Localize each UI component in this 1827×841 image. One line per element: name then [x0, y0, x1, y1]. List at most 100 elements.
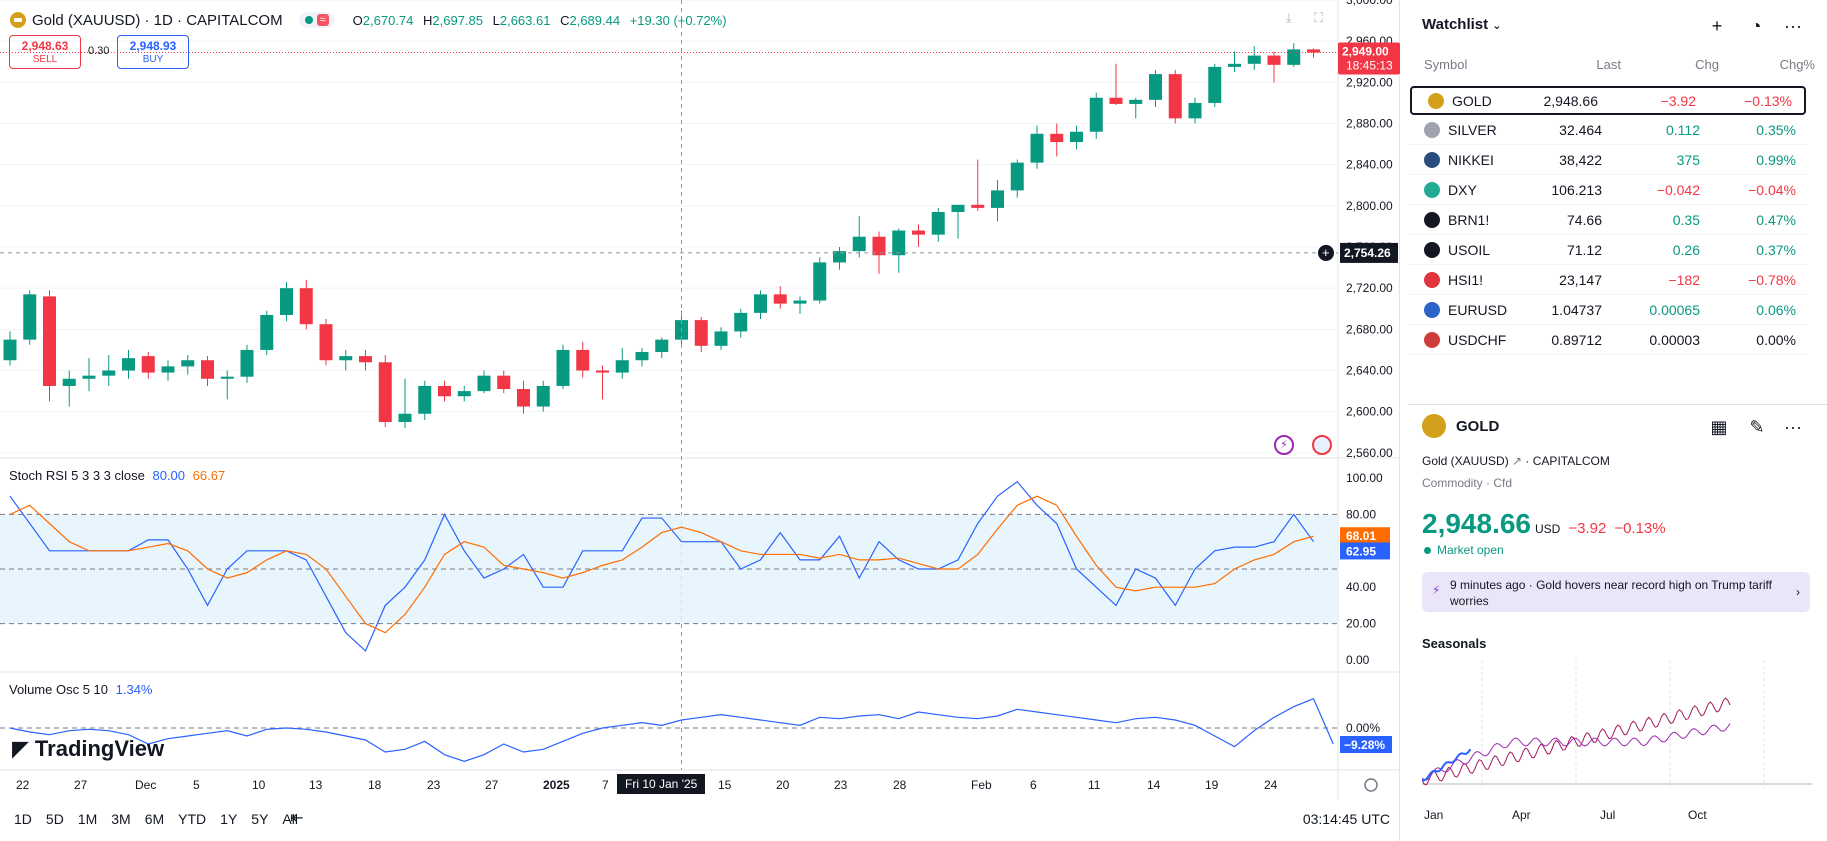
timeframe-bar: 1D 5D 1M 3M 6M YTD 1Y 5Y All ⇤ 03:14:45 UTC: [0, 800, 1400, 838]
watchlist-row[interactable]: USDCHF 0.89712 0.00003 0.00%: [1408, 326, 1808, 355]
grid-icon[interactable]: ▦: [1710, 416, 1728, 437]
seasonals-chart[interactable]: [1422, 660, 1812, 800]
watchlist-row[interactable]: USOIL 71.12 0.26 0.37%: [1408, 236, 1808, 265]
col-symbol[interactable]: Symbol: [1424, 57, 1468, 72]
date-range-icon[interactable]: ⇤: [290, 810, 304, 827]
candle-body: [1070, 131, 1083, 143]
chart-canvas[interactable]: 3,000.002,960.002,920.002,880.002,840.00…: [0, 0, 1400, 841]
watchlist-row[interactable]: SILVER 32.464 0.112 0.35%: [1408, 116, 1808, 145]
timeframe-3m[interactable]: 3M: [111, 811, 131, 827]
oil-drop-icon: [1424, 212, 1440, 228]
candle-body: [62, 378, 76, 386]
candle-body: [1287, 49, 1301, 65]
candle-body: [477, 375, 491, 392]
buy-button[interactable]: 2,948.93 BUY: [117, 35, 189, 69]
volosc-line: [9, 697, 1334, 762]
details-name[interactable]: Gold (XAUUSD) ↗ · CAPITALCOM: [1422, 454, 1610, 468]
crosshair-date-label: Fri 10 Jan '25: [617, 774, 706, 794]
candle-body: [122, 358, 135, 371]
timeframe-ytd[interactable]: YTD: [178, 811, 207, 827]
chart-panel[interactable]: 3,000.00 2,960.00 2,920.00 2,880.00 2,840.00…: [0, 0, 1400, 841]
change-readout: +19.30 (+0.72%): [629, 12, 727, 28]
us-flag-event-icon[interactable]: [1312, 435, 1332, 455]
candle-body: [596, 370, 609, 373]
candle-body: [299, 288, 313, 325]
timeframe-5d[interactable]: 5D: [45, 811, 64, 827]
timeframe-1d[interactable]: 1D: [14, 811, 32, 827]
current-price-tag: [1338, 42, 1400, 75]
candle-body: [872, 236, 886, 256]
watchlist-row[interactable]: HSI1! 23,147 −182 −0.78%: [1408, 266, 1808, 295]
watchlist-row[interactable]: EURUSD 1.04737 0.00065 0.06%: [1408, 296, 1808, 325]
candle-body: [23, 294, 37, 340]
seasonals-title[interactable]: Seasonals: [1422, 636, 1487, 651]
time-tick: 24: [1264, 778, 1278, 792]
watchlist-row[interactable]: DXY 106.213 −0.042 −0.04%: [1408, 176, 1808, 205]
timeframe-6m[interactable]: 6M: [144, 811, 165, 827]
clock[interactable]: 03:14:45 UTC: [1302, 811, 1390, 827]
timeframe-5y[interactable]: 5Y: [251, 811, 269, 827]
symbol-header: Gold (XAUUSD) · 1D · CAPITALCOM ≈ O2,670…: [0, 8, 727, 32]
col-last[interactable]: Last: [1596, 57, 1621, 72]
watchlist-title[interactable]: Watchlist ⌄: [1422, 16, 1502, 33]
price-tick: 2,600.00: [1346, 405, 1393, 419]
volosc-tag-text: −9.28%: [1344, 738, 1385, 752]
wave-icon: ≈: [316, 14, 329, 26]
timeframe-1m[interactable]: 1M: [77, 811, 98, 827]
pie-chart-icon[interactable]: ◔: [1750, 15, 1762, 36]
news-item[interactable]: ⚡ 9 minutes ago · Gold hovers near recor…: [1422, 572, 1810, 612]
symbol-title[interactable]: Gold (XAUUSD) · 1D · CAPITALCOM: [32, 11, 283, 29]
time-tick: 27: [485, 778, 499, 792]
time-tick: 28: [893, 778, 907, 792]
watchlist-chgp: −0.78%: [1748, 272, 1796, 288]
right-panel: Watchlist ⌄ + ◔ ··· Symbol Last Chg Chg%…: [1408, 0, 1827, 841]
candle-body: [714, 331, 728, 346]
seasonals-line-2025: [1422, 748, 1472, 782]
volosc-tick: 0.00%: [1346, 721, 1380, 735]
candle-body: [378, 362, 392, 422]
volume-osc-label[interactable]: Volume Osc 5 10 1.34%: [9, 682, 153, 697]
watchlist-row[interactable]: NIKKEI 38,422 375 0.99%: [1408, 146, 1808, 175]
watchlist-chg: 375: [1676, 152, 1700, 168]
more-icon[interactable]: ···: [1784, 416, 1802, 437]
stoch-rsi-label[interactable]: Stoch RSI 5 3 3 3 close 80.00 66.67: [9, 468, 226, 483]
price-tick: 2,560.00: [1346, 446, 1393, 460]
fullscreen-icon[interactable]: ⛶: [1314, 10, 1324, 25]
more-icon[interactable]: ···: [1784, 15, 1802, 36]
sell-button[interactable]: 2,948.63 SELL: [9, 35, 81, 69]
timeframe-1y[interactable]: 1Y: [220, 811, 238, 827]
time-tick: 2025: [543, 778, 570, 792]
seasonals-line-2023: [1422, 697, 1731, 786]
gold-icon: [1428, 92, 1444, 109]
price-tick: 2,840.00: [1346, 158, 1393, 172]
time-tick: 10: [252, 778, 266, 792]
watchlist-row[interactable]: BRN1! 74.66 0.35 0.47%: [1408, 206, 1808, 235]
candle-body: [82, 375, 96, 379]
candle-body: [1307, 49, 1320, 53]
price-tick: 2,920.00: [1346, 75, 1393, 89]
lightning-event-icon[interactable]: ⚡: [1274, 435, 1294, 455]
col-chg[interactable]: Chg: [1695, 57, 1719, 72]
watchlist-row[interactable]: GOLD 2,948.66 −3.92 −0.13%: [1410, 86, 1806, 115]
col-chgp[interactable]: Chg%: [1779, 57, 1815, 72]
time-tick: 6: [1030, 778, 1037, 792]
market-status-pill[interactable]: ≈: [298, 12, 335, 28]
add-symbol-icon[interactable]: +: [1711, 15, 1723, 36]
time-tick: 7: [602, 778, 609, 792]
external-link-icon: ↗: [1512, 454, 1523, 468]
candle-body: [240, 349, 254, 377]
candle-body: [1267, 55, 1281, 65]
edit-icon[interactable]: ✎: [1749, 416, 1765, 437]
watchlist-chg: −0.042: [1656, 182, 1700, 198]
timeframe-all[interactable]: All: [282, 811, 298, 827]
lightning-icon: ⚡: [1432, 583, 1441, 597]
candle-body: [1010, 162, 1024, 191]
download-icon[interactable]: ⤓: [1286, 10, 1292, 25]
watchlist-symbol: USOIL: [1448, 242, 1491, 258]
watchlist-last: 74.66: [1566, 212, 1602, 228]
candle-body: [141, 356, 155, 373]
time-tick: Dec: [135, 778, 156, 792]
nikkei-icon: [1424, 152, 1440, 168]
watchlist-chg: 0.35: [1672, 212, 1700, 228]
watchlist-last: 38,422: [1559, 152, 1602, 168]
